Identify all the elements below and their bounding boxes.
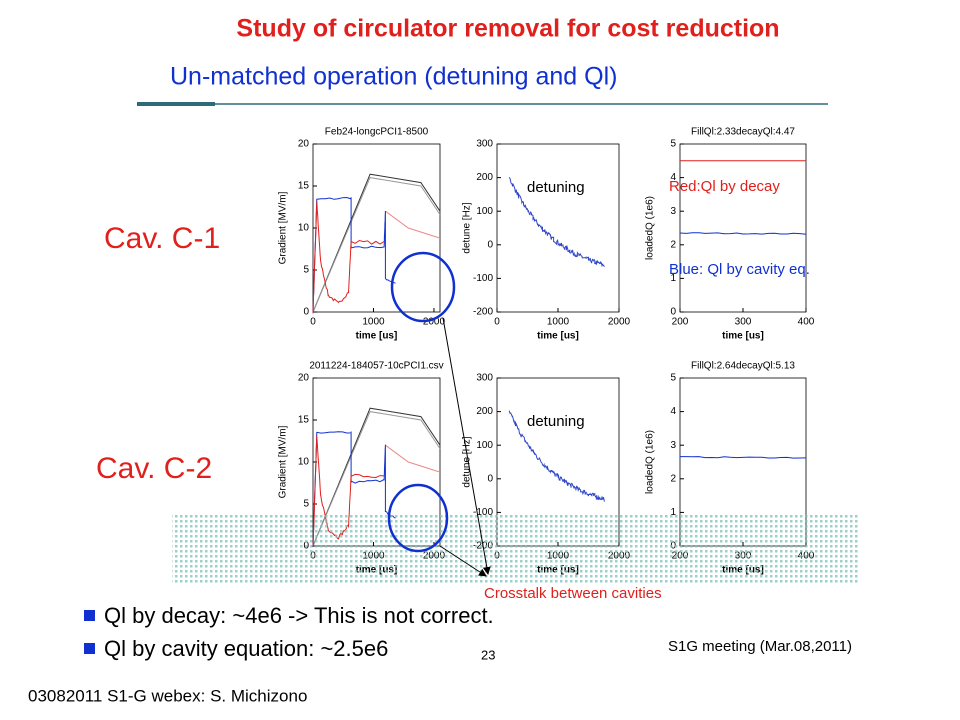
plot-area (496, 143, 620, 313)
highlight-circle (390, 251, 456, 323)
x-tick-label: 200 (672, 317, 689, 328)
y-axis-label: Gradient [MV/m] (278, 191, 289, 264)
trace (312, 177, 441, 313)
y-tick-label: 15 (298, 181, 310, 192)
y-tick-label: 2 (670, 473, 676, 484)
meeting: S1G meeting (Mar.08,2011) (668, 638, 852, 655)
trace (312, 201, 385, 313)
y-tick-label: -100 (473, 507, 493, 518)
y-axis-label: loadedQ (1e6) (645, 196, 656, 260)
y-axis-label: loadedQ (1e6) (645, 430, 656, 494)
plot-annotation: detuning (527, 179, 585, 196)
y-tick-label: 0 (303, 307, 309, 318)
plot-title: Feb24-longcPCI1-8500 (325, 127, 429, 138)
y-tick-label: 20 (298, 139, 310, 150)
slide-subtitle: Un-matched operation (detuning and Ql) (170, 63, 618, 91)
x-tick-label: 300 (735, 317, 752, 328)
arrow (442, 317, 491, 575)
y-tick-label: 1 (670, 273, 676, 284)
y-tick-label: 20 (298, 373, 310, 384)
row-label: Cav. C-1 (104, 222, 220, 255)
y-tick-label: 0 (670, 307, 676, 318)
y-tick-label: 5 (670, 139, 676, 150)
arrow (439, 545, 487, 577)
bullet-marker (84, 643, 95, 654)
x-tick-label: 400 (798, 317, 815, 328)
y-tick-label: -200 (473, 307, 493, 318)
trace (312, 411, 441, 547)
page-number: 23 (481, 647, 495, 662)
trace (385, 444, 441, 473)
annotation-red: Red:Ql by decay (669, 178, 780, 195)
slide-title: Study of circulator removal for cost red… (236, 15, 779, 43)
trace (312, 173, 441, 313)
y-tick-label: 5 (303, 265, 309, 276)
y-tick-label: 300 (476, 139, 493, 150)
x-tick-label: 2000 (423, 317, 446, 328)
y-axis-label: detune [Hz] (462, 436, 473, 487)
y-tick-label: 3 (670, 206, 676, 217)
y-tick-label: 2 (670, 239, 676, 250)
trace (385, 210, 441, 239)
x-axis-label: time [us] (537, 331, 579, 342)
footer: 03082011 S1-G webex: S. Michizono (28, 686, 307, 705)
y-tick-label: 3 (670, 440, 676, 451)
y-tick-label: 300 (476, 373, 493, 384)
trace (312, 431, 396, 548)
y-tick-label: 100 (476, 206, 493, 217)
plot-title: 2011224-184057-10cPCI1.csv (309, 361, 443, 372)
plot-title: FillQl:2.64decayQl:5.13 (691, 361, 795, 372)
highlight-circle (387, 483, 449, 553)
x-tick-label: 2000 (608, 317, 631, 328)
y-tick-label: 15 (298, 415, 310, 426)
trace (312, 196, 396, 314)
trace (508, 177, 605, 268)
trace (312, 407, 441, 547)
y-tick-label: -100 (473, 273, 493, 284)
x-tick-label: 1000 (362, 317, 385, 328)
x-tick-label: 0 (310, 317, 316, 328)
y-tick-label: 1 (670, 507, 676, 518)
y-tick-label: 200 (476, 406, 493, 417)
x-axis-label: time [us] (356, 331, 398, 342)
x-tick-label: 1000 (547, 317, 570, 328)
y-axis-label: detune [Hz] (462, 202, 473, 253)
bullet: Ql by cavity equation: ~2.5e6 (104, 636, 388, 661)
y-axis-label: Gradient [MV/m] (278, 425, 289, 498)
plot-area (312, 143, 441, 313)
trace (679, 232, 807, 235)
plot-annotation: detuning (527, 413, 585, 430)
y-tick-label: 0 (487, 473, 493, 484)
bullet-marker (84, 610, 95, 621)
x-tick-label: 0 (494, 317, 500, 328)
trace (508, 410, 605, 502)
y-tick-label: 0 (487, 239, 493, 250)
y-tick-label: 200 (476, 172, 493, 183)
y-tick-label: 5 (670, 373, 676, 384)
y-tick-label: 100 (476, 440, 493, 451)
x-axis-label: time [us] (722, 331, 764, 342)
y-tick-label: 4 (670, 172, 676, 183)
annotation-crosstalk: Crosstalk between cavities (484, 585, 662, 602)
bullet: Ql by decay: ~4e6 -> This is not correct… (104, 603, 494, 628)
annotation-blue: Blue: Ql by cavity eq. (669, 261, 810, 278)
dotted-overlay (172, 513, 860, 585)
trace (680, 456, 807, 459)
plot-area (679, 143, 807, 313)
plot-title: FillQl:2.33decayQl:4.47 (691, 127, 795, 138)
y-tick-label: 10 (298, 223, 310, 234)
y-tick-label: 5 (303, 499, 309, 510)
row-label: Cav. C-2 (96, 452, 212, 485)
y-tick-label: 10 (298, 457, 310, 468)
y-tick-label: 4 (670, 406, 676, 417)
